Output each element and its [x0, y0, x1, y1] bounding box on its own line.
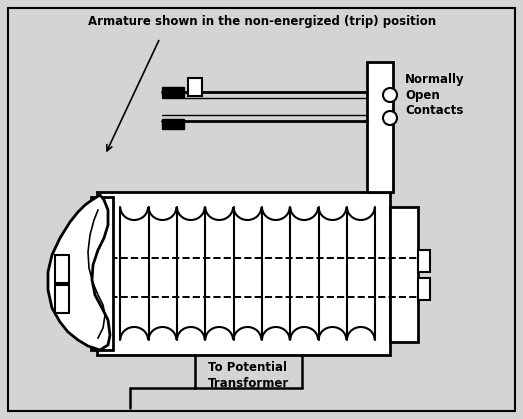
Circle shape [383, 88, 397, 102]
Bar [55, 285, 69, 313]
Bar [97, 192, 390, 355]
Text: Armature shown in the non-energized (trip) position: Armature shown in the non-energized (tri… [88, 16, 436, 28]
Text: To Potential
Transformer: To Potential Transformer [208, 360, 289, 390]
Polygon shape [48, 195, 110, 350]
Bar [55, 255, 69, 283]
Bar [162, 87, 184, 97]
Bar [162, 119, 184, 129]
Bar [188, 78, 202, 96]
Bar [367, 62, 393, 192]
Text: Normally
Open
Contacts: Normally Open Contacts [405, 72, 464, 117]
Circle shape [383, 111, 397, 125]
Bar [390, 207, 418, 342]
Bar [91, 197, 113, 350]
Bar [418, 250, 430, 272]
Bar [418, 278, 430, 300]
